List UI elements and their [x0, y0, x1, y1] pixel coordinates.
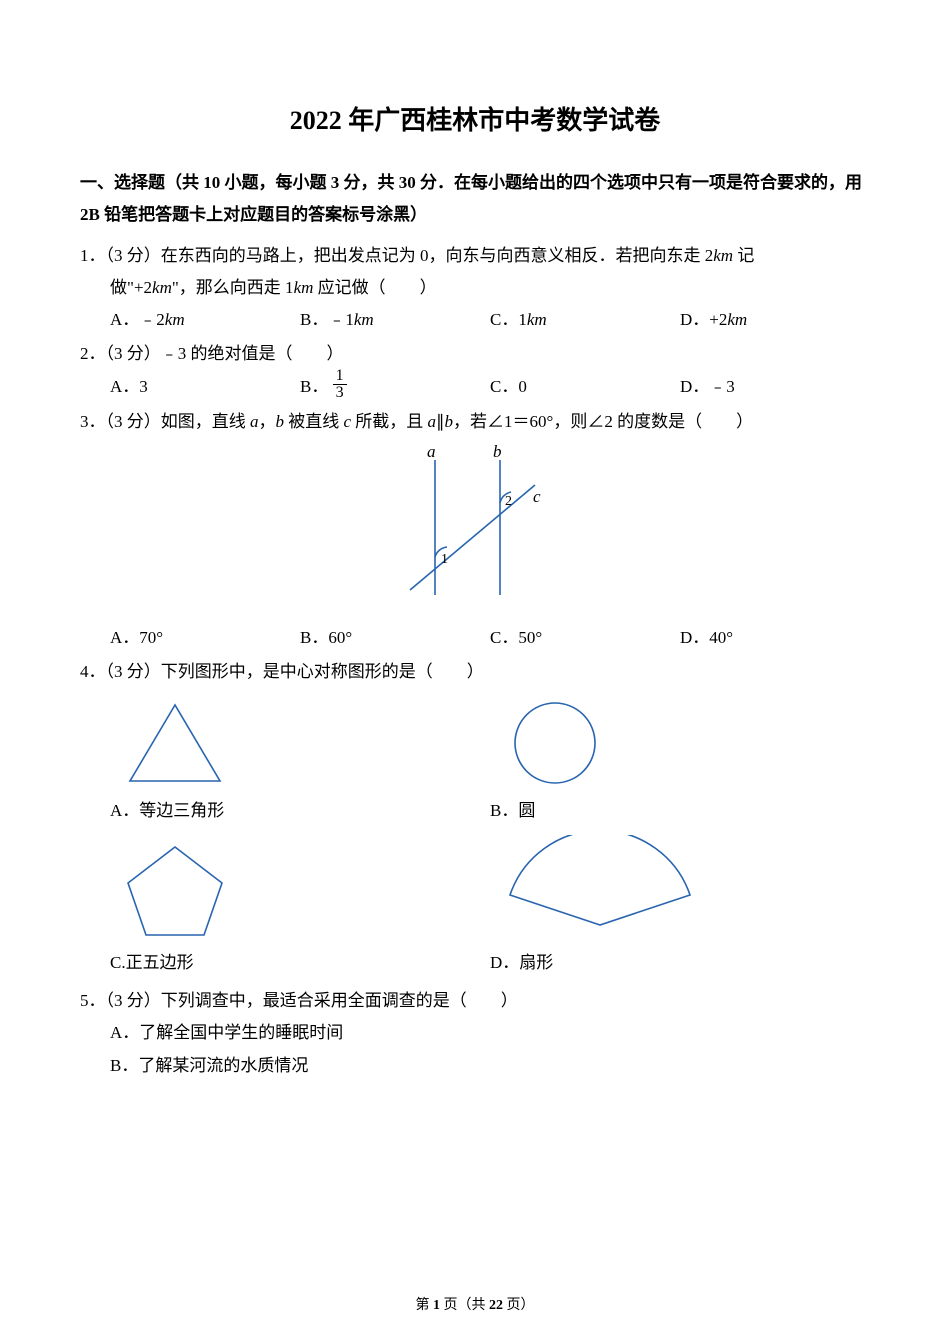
page-title: 2022 年广西桂林市中考数学试卷 — [80, 100, 870, 137]
question-2: 2．（3 分）﹣3 的绝对值是（ ） A．3 B． 1 3 C．0 D．﹣3 — [80, 338, 870, 404]
q3-num: 3． — [80, 412, 106, 431]
q3-points: （3 分） — [106, 412, 161, 431]
q1-optA[interactable]: A．﹣2km — [110, 304, 300, 336]
q2-optB[interactable]: B． 1 3 — [300, 371, 490, 405]
q3-optC[interactable]: C．50° — [490, 622, 680, 654]
question-5: 5．（3 分）下列调查中，最适合采用全面调查的是（ ） A．了解全国中学生的睡眠… — [80, 985, 870, 1082]
svg-text:1: 1 — [441, 552, 448, 567]
q1-optC[interactable]: C．1km — [490, 304, 680, 336]
q4-options: A．等边三角形 B．圆 C.正五边形 D．扇形 — [80, 689, 870, 984]
question-3: 3．（3 分）如图，直线 a，b 被直线 c 所截，且 a∥b，若∠1＝60°，… — [80, 406, 870, 654]
q1-optB[interactable]: B．﹣1km — [300, 304, 490, 336]
q4-optB[interactable]: B．圆 — [490, 689, 870, 831]
q1-points: （3 分） — [106, 246, 161, 265]
q3-options: A．70° B．60° C．50° D．40° — [80, 622, 870, 654]
q1-unit1: km — [713, 246, 733, 265]
exam-page: 2022 年广西桂林市中考数学试卷 一、选择题（共 10 小题，每小题 3 分，… — [0, 0, 950, 1344]
q3-optA[interactable]: A．70° — [110, 622, 300, 654]
q2-points: （3 分） — [106, 344, 161, 363]
page-footer: 第 1 页（共 22 页） — [0, 1294, 950, 1314]
q2-optA[interactable]: A．3 — [110, 371, 300, 405]
q1-unit2: km — [152, 278, 172, 297]
svg-text:c: c — [533, 487, 541, 506]
q3-c: c — [344, 412, 352, 431]
pentagon-icon — [110, 835, 240, 945]
q5-num: 5． — [80, 991, 106, 1010]
svg-text:2: 2 — [505, 494, 512, 509]
q5-points: （3 分） — [106, 991, 161, 1010]
q1-cont1: 做"+2 — [110, 278, 152, 297]
q5-optB[interactable]: B．了解某河流的水质情况 — [80, 1050, 870, 1082]
q2-optD[interactable]: D．﹣3 — [680, 371, 870, 405]
q1-unit3: km — [294, 278, 314, 297]
sector-icon — [490, 835, 710, 945]
q1-text1: 在东西向的马路上，把出发点记为 0，向东与向西意义相反．若把向东走 2 — [161, 246, 714, 265]
q1-options: A．﹣2km B．﹣1km C．1km D．+2km — [80, 304, 870, 336]
q1-cont3: 应记做（ ） — [313, 278, 436, 297]
q4-text: 下列图形中，是中心对称图形的是（ ） — [161, 662, 484, 681]
q5-optA[interactable]: A．了解全国中学生的睡眠时间 — [80, 1017, 870, 1049]
svg-text:a: a — [427, 445, 436, 461]
q1-num: 1． — [80, 246, 106, 265]
svg-text:b: b — [493, 445, 502, 461]
q3-text1: 如图，直线 — [161, 412, 250, 431]
q2-num: 2． — [80, 344, 106, 363]
q3-optD[interactable]: D．40° — [680, 622, 870, 654]
q3-a: a — [250, 412, 259, 431]
q5-text: 下列调查中，最适合采用全面调查的是（ ） — [161, 991, 518, 1010]
q1-optD[interactable]: D．+2km — [680, 304, 870, 336]
q4-optA[interactable]: A．等边三角形 — [110, 689, 490, 831]
question-4: 4．（3 分）下列图形中，是中心对称图形的是（ ） A．等边三角形 B．圆 C.… — [80, 656, 870, 983]
q1-cont2: "，那么向西走 1 — [172, 278, 294, 297]
circle-icon — [490, 693, 620, 793]
section-header: 一、选择题（共 10 小题，每小题 3 分，共 30 分．在每小题给出的四个选项… — [80, 167, 870, 232]
q2-options: A．3 B． 1 3 C．0 D．﹣3 — [80, 371, 870, 405]
q4-num: 4． — [80, 662, 106, 681]
parallel-lines-diagram-icon: a b c 1 2 — [365, 445, 585, 605]
q4-optC[interactable]: C.正五边形 — [110, 831, 490, 983]
q2-optC[interactable]: C．0 — [490, 371, 680, 405]
q3-b: b — [276, 412, 285, 431]
q2-text: ﹣3 的绝对值是（ ） — [161, 344, 344, 363]
q3-diagram: a b c 1 2 — [80, 445, 870, 616]
question-1: 1．（3 分）在东西向的马路上，把出发点记为 0，向东与向西意义相反．若把向东走… — [80, 240, 870, 337]
q4-optD[interactable]: D．扇形 — [490, 831, 870, 983]
q4-points: （3 分） — [106, 662, 161, 681]
q1-text2: 记 — [733, 246, 754, 265]
triangle-icon — [110, 693, 240, 793]
q3-optB[interactable]: B．60° — [300, 622, 490, 654]
fraction-icon: 1 3 — [333, 368, 347, 401]
